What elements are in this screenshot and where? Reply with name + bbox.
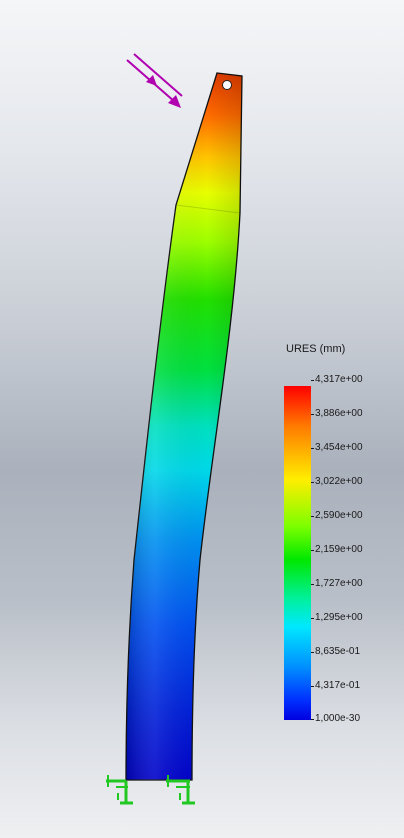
fixed-geometry-icon[interactable] [106, 775, 195, 805]
legend-tick-mark [311, 652, 314, 653]
legend-tick-label: 1,295e+00 [315, 612, 363, 623]
legend-tick-label: 2,159e+00 [315, 544, 363, 555]
legend-tick-label: 3,886e+00 [315, 408, 363, 419]
legend-tick-mark [311, 380, 314, 381]
legend-tick-label: 8,635e-01 [315, 646, 361, 657]
legend-tick-label: 4,317e+00 [315, 374, 363, 385]
legend-tick-mark [311, 686, 314, 687]
legend-tick-label: 3,022e+00 [315, 476, 363, 487]
legend-tick-mark [311, 414, 314, 415]
legend-tick-mark [311, 482, 314, 483]
mounting-hole [222, 80, 232, 90]
fixture-right[interactable] [166, 775, 195, 805]
legend-tick-label: 3,454e+00 [315, 442, 363, 453]
legend-tick-mark [311, 719, 314, 720]
legend-tick-label: 1,000e-30 [315, 713, 361, 724]
legend-tick-mark [311, 618, 314, 619]
legend-color-bar [284, 386, 311, 720]
fixture-left[interactable] [106, 775, 133, 805]
force-arrow-icon[interactable] [126, 53, 183, 108]
legend-title: URES (mm) [286, 343, 346, 355]
legend-tick-mark [311, 584, 314, 585]
legend-tick-mark [311, 448, 314, 449]
legend-tick-label: 1,727e+00 [315, 578, 363, 589]
legend-tick-mark [311, 516, 314, 517]
legend-tick-label: 4,317e-01 [315, 680, 361, 691]
legend-tick-mark [311, 550, 314, 551]
bent-beam[interactable] [125, 72, 243, 781]
legend-tick-label: 2,590e+00 [315, 510, 363, 521]
